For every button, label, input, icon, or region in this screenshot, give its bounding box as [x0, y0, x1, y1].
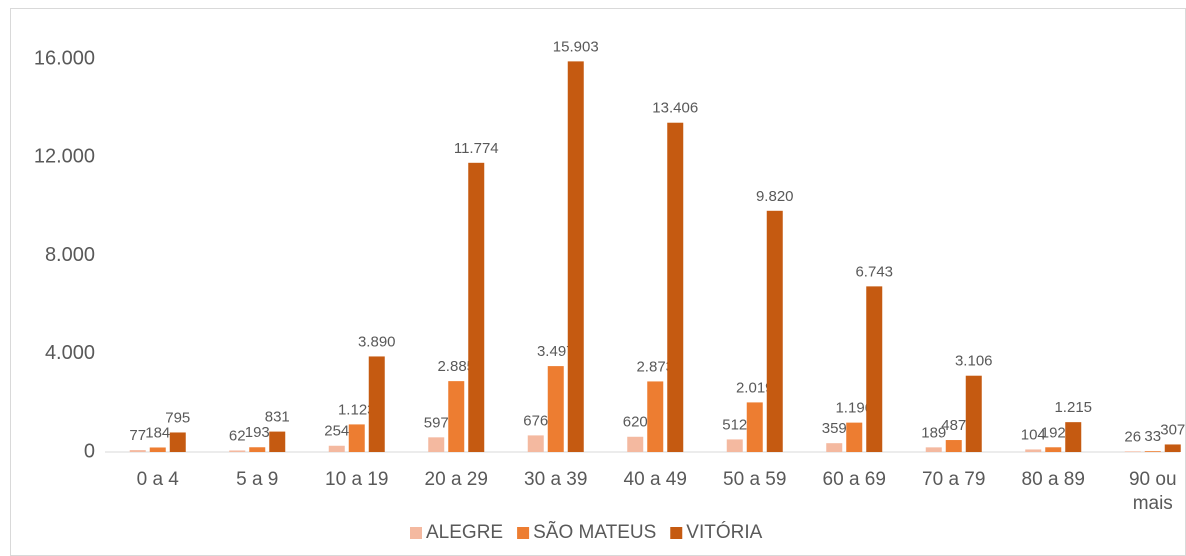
y-tick-label: 16.000: [34, 47, 95, 69]
data-label: 62: [229, 427, 246, 444]
data-label: 1.215: [1054, 399, 1092, 416]
bar: [667, 122, 684, 453]
x-tick-label: 5 a 9: [236, 469, 279, 490]
x-tick-label: 0 a 4: [136, 469, 179, 490]
bar: [527, 435, 544, 452]
data-label: 676: [523, 412, 548, 429]
data-label: 3.106: [955, 353, 993, 370]
bar: [1144, 451, 1161, 452]
data-label: 359: [822, 420, 847, 437]
data-label: 2.019: [736, 379, 774, 396]
bar: [328, 445, 345, 452]
bar: [149, 447, 166, 452]
legend-swatch: [517, 527, 530, 539]
bar: [726, 439, 743, 452]
data-label: 254: [324, 423, 349, 440]
data-label: 795: [165, 409, 190, 426]
bar: [925, 447, 942, 452]
x-tick-label: 70 a 79: [922, 469, 986, 490]
legend-swatch: [670, 527, 683, 539]
bar: [1045, 447, 1062, 452]
data-label: 487: [941, 417, 966, 434]
bar: [368, 356, 385, 452]
y-tick-label: 12.000: [34, 146, 95, 168]
data-label: 597: [424, 414, 449, 431]
data-label: 1.123: [338, 401, 376, 418]
bar: [468, 162, 485, 452]
data-label: 33: [1144, 428, 1161, 445]
x-tick-label: 60 a 69: [822, 469, 886, 490]
bar: [1025, 449, 1042, 452]
bar: [766, 210, 783, 452]
legend-label: VITÓRIA: [686, 521, 762, 543]
data-label: 620: [623, 414, 648, 431]
bar: [269, 431, 286, 452]
data-label: 831: [265, 409, 290, 426]
data-label: 15.903: [553, 38, 599, 55]
bar: [746, 402, 763, 452]
bar: [348, 424, 365, 452]
data-label: 104: [1021, 426, 1046, 443]
bar: [547, 366, 564, 452]
bar: [1065, 422, 1082, 452]
x-tick-label: 80 a 89: [1021, 469, 1085, 490]
data-label: 6.743: [855, 263, 893, 280]
x-tick-label: 30 a 39: [524, 469, 588, 490]
data-label: 77: [129, 427, 146, 444]
data-label: 512: [722, 416, 747, 433]
data-label: 3.497: [537, 343, 575, 360]
data-label: 9.820: [756, 188, 794, 205]
data-label: 307: [1160, 421, 1185, 438]
bar: [647, 381, 664, 452]
bar: [1164, 444, 1181, 452]
x-tick-label: 40 a 49: [623, 469, 687, 490]
bar: [945, 440, 962, 452]
bar: [1124, 451, 1141, 452]
bar: [129, 450, 146, 452]
y-tick-label: 4.000: [45, 342, 95, 364]
bar: [866, 286, 883, 452]
data-label: 1.196: [835, 400, 873, 417]
legend-swatch: [410, 527, 422, 539]
data-label: 2.885: [437, 358, 475, 375]
bar: [846, 422, 863, 452]
bar: [567, 61, 584, 452]
bar: [627, 436, 644, 452]
x-tick-label: 90 ou mais: [1128, 469, 1177, 514]
bar: [229, 450, 246, 452]
y-tick-label: 8.000: [45, 244, 95, 266]
bar: [169, 432, 186, 452]
data-label: 3.890: [358, 333, 396, 350]
data-label: 189: [921, 424, 946, 441]
x-tick-label: 50 a 59: [723, 469, 787, 490]
bar: [448, 381, 465, 452]
legend-label: SÃO MATEUS: [533, 521, 656, 543]
data-label: 11.774: [454, 140, 499, 157]
data-label: 26: [1124, 428, 1141, 445]
data-label: 184: [145, 424, 170, 441]
x-tick-label: 10 a 19: [325, 469, 389, 490]
y-tick-label: 0: [84, 440, 95, 462]
data-label: 2.873: [636, 358, 674, 375]
data-label: 13.406: [652, 100, 698, 117]
bar: [249, 447, 266, 452]
bar: [826, 443, 843, 452]
data-label: 193: [245, 424, 270, 441]
bar: [965, 375, 982, 452]
data-label: 192: [1041, 424, 1066, 441]
x-tick-label: 20 a 29: [424, 469, 488, 490]
legend-label: ALEGRE: [426, 522, 503, 543]
bar: [428, 437, 445, 452]
